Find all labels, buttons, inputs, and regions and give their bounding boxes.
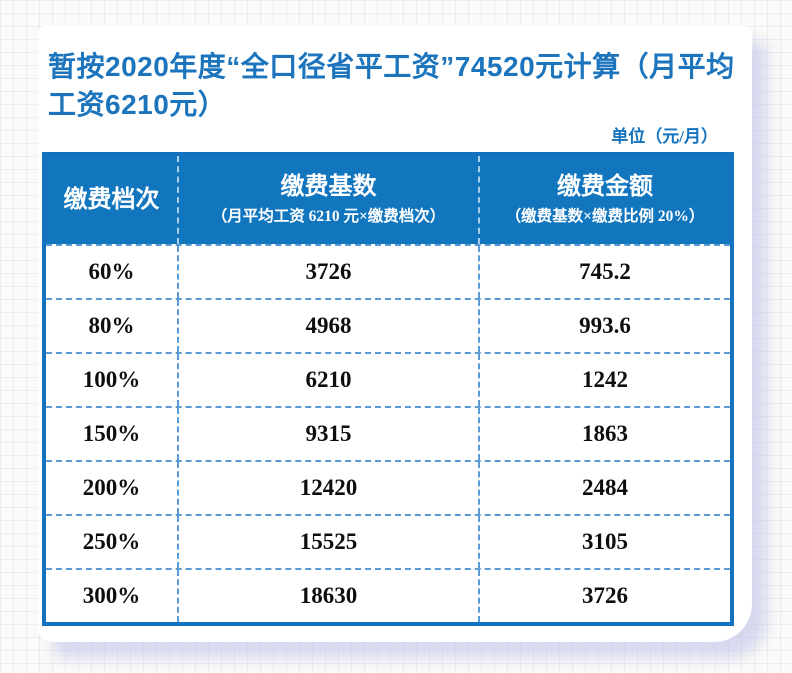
header-sublabel-amount: （缴费基数×缴费比例 20%） xyxy=(505,208,705,225)
cell-base: 3726 xyxy=(177,246,478,298)
cell-amount: 2484 xyxy=(478,462,730,514)
cell-amount: 1242 xyxy=(478,354,730,406)
cell-amount: 3726 xyxy=(478,570,730,622)
table-row: 100% 6210 1242 xyxy=(46,352,730,406)
cell-amount: 993.6 xyxy=(478,300,730,352)
cell-base: 4968 xyxy=(177,300,478,352)
content-card: 暂按2020年度“全口径省平工资”74520元计算（月平均工资6210元） 单位… xyxy=(38,26,752,642)
table-row: 80% 4968 993.6 xyxy=(46,298,730,352)
cell-tier: 100% xyxy=(82,367,141,392)
header-label-tier: 缴费档次 xyxy=(63,187,160,213)
table-row: 200% 12420 2484 xyxy=(46,460,730,514)
table-body: 60% 3726 745.2 80% 4968 993.6 100% 6210 1242 150%… xyxy=(46,244,730,622)
header-sublabel-base: （月平均工资 6210 元×缴费档次） xyxy=(211,208,446,225)
cell-amount: 745.2 xyxy=(478,246,730,298)
cell-base: 15525 xyxy=(177,516,478,568)
header-label-base: 缴费基数 xyxy=(280,174,377,200)
unit-note: 单位（元/月） xyxy=(611,127,718,146)
cell-base: 6210 xyxy=(177,354,478,406)
header-cell-amount: 缴费金额 （缴费基数×缴费比例 20%） xyxy=(478,156,730,244)
cell-base: 18630 xyxy=(177,570,478,622)
cell-tier: 200% xyxy=(82,475,141,500)
table-header-row: 缴费档次 缴费基数 （月平均工资 6210 元×缴费档次） 缴费金额 （缴费基数… xyxy=(46,156,730,244)
cell-tier: 250% xyxy=(82,529,141,554)
table-row: 250% 15525 3105 xyxy=(46,514,730,568)
table-row: 150% 9315 1863 xyxy=(46,406,730,460)
cell-tier: 80% xyxy=(88,313,135,338)
cell-base: 9315 xyxy=(177,408,478,460)
header-cell-base: 缴费基数 （月平均工资 6210 元×缴费档次） xyxy=(177,156,478,244)
cell-tier: 60% xyxy=(88,259,135,284)
table-row: 300% 18630 3726 xyxy=(46,568,730,622)
cell-amount: 3105 xyxy=(478,516,730,568)
cell-amount: 1863 xyxy=(478,408,730,460)
table-row: 60% 3726 745.2 xyxy=(46,244,730,298)
cell-base: 12420 xyxy=(177,462,478,514)
header-cell-tier: 缴费档次 xyxy=(46,156,177,244)
cell-tier: 150% xyxy=(82,421,141,446)
cell-tier: 300% xyxy=(82,583,141,608)
contribution-table: 缴费档次 缴费基数 （月平均工资 6210 元×缴费档次） 缴费金额 （缴费基数… xyxy=(42,152,734,626)
header-label-amount: 缴费金额 xyxy=(557,174,653,200)
page-title: 暂按2020年度“全口径省平工资”74520元计算（月平均工资6210元） xyxy=(48,51,735,120)
